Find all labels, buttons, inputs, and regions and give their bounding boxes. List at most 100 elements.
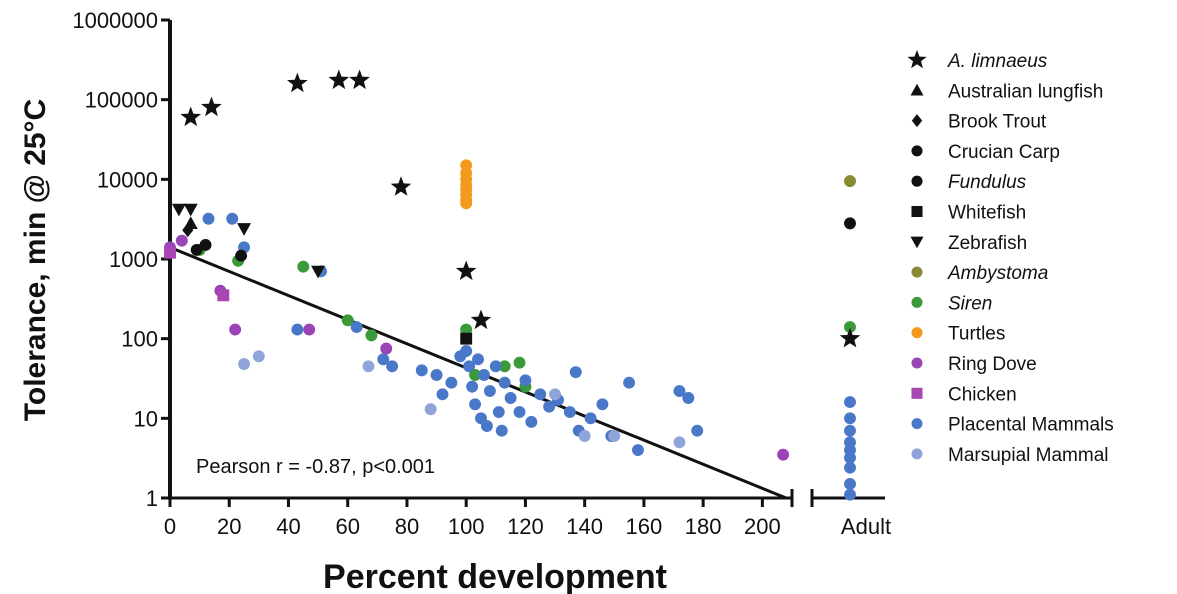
point-placental-mammals [569, 366, 582, 379]
point-placental-mammals [623, 376, 636, 389]
point-placental-mammals [483, 385, 496, 398]
point-placental-mammals [226, 212, 239, 225]
point-marsupial-mammal [578, 430, 591, 442]
point-a-limnaeus [470, 309, 492, 330]
legend: A. limnaeus Australian lungfish Brook Trou… [907, 49, 1114, 466]
point-ring-dove [303, 323, 316, 336]
legend-label-turtles: Turtles [948, 324, 1005, 345]
point-siren [498, 360, 511, 373]
legend-marker-ring-dove [911, 357, 923, 369]
x-tick-label: 120 [507, 514, 544, 539]
y-tick-label: 100 [121, 327, 158, 352]
point-placental-mammals [534, 388, 547, 401]
point-placental-mammals [469, 398, 482, 411]
adult-point-placental-mammals [844, 488, 856, 501]
point-marsupial-mammal [673, 436, 686, 449]
point-placental-mammals [472, 353, 484, 366]
adult-point-placental-mammals [844, 412, 856, 425]
point-zebrafish [183, 203, 198, 217]
point-placental-mammals [495, 424, 508, 437]
point-placental-mammals [489, 360, 502, 373]
point-marsupial-mammal [549, 388, 561, 401]
y-tick-label: 1000000 [72, 8, 158, 33]
point-placental-mammals [445, 376, 458, 389]
point-placental-mammals [673, 385, 686, 398]
x-axis-title: Percent development [323, 558, 667, 594]
legend-label-whitefish: Whitefish [948, 203, 1026, 224]
legend-label-chicken: Chicken [948, 384, 1017, 405]
point-placental-mammals [525, 416, 538, 428]
x-tick-label: 80 [395, 514, 419, 539]
point-marsupial-mammal [238, 358, 250, 371]
point-a-limnaeus [455, 260, 477, 281]
legend-label-ring-dove: Ring Dove [948, 354, 1037, 375]
point-zebrafish [237, 223, 252, 236]
point-placental-mammals [202, 212, 215, 225]
adult-point-fundulus [844, 217, 856, 230]
legend-marker-chicken [911, 387, 923, 399]
point-ring-dove [380, 342, 393, 355]
y-tick-label: 10 [134, 406, 158, 431]
legend-label-crucian-carp: Crucian Carp [948, 142, 1060, 163]
point-a-limnaeus [328, 69, 350, 90]
axes: 1 10 100 1000 10000 100000 1000000 0 20 40 60 80 100… [72, 8, 885, 539]
legend-marker-ambystoma [911, 266, 923, 278]
point-placental-mammals [377, 353, 390, 366]
adult-point-ambystoma [844, 175, 856, 188]
point-placental-mammals [596, 398, 609, 411]
point-chicken [217, 289, 230, 302]
legend-marker-siren [911, 296, 923, 308]
point-a-limnaeus [201, 96, 222, 117]
point-chicken [164, 246, 176, 259]
legend-label-placental-mammals: Placental Mammals [948, 415, 1114, 436]
legend-marker-marsupial-mammal [911, 448, 923, 460]
point-placental-mammals [466, 380, 479, 393]
legend-marker-whitefish [911, 205, 923, 218]
point-placental-mammals [480, 420, 493, 433]
point-zebrafish [171, 203, 186, 217]
adult-point-placental-mammals [844, 461, 856, 474]
point-placental-mammals [632, 444, 644, 456]
point-placental-mammals [291, 323, 304, 336]
point-placental-mammals [478, 369, 490, 381]
point-placental-mammals [386, 360, 399, 373]
point-siren [341, 314, 354, 327]
point-a-limnaeus [349, 69, 370, 90]
point-a-limnaeus [180, 106, 202, 127]
point-turtles [460, 197, 473, 210]
point-a-limnaeus [287, 72, 308, 93]
point-crucian-carp [199, 239, 212, 251]
adult-point-placental-mammals [844, 478, 856, 490]
legend-label-siren: Siren [948, 293, 992, 314]
point-siren [469, 369, 482, 381]
point-placental-mammals [415, 364, 428, 377]
point-ring-dove [229, 323, 242, 336]
legend-label-brook-trout: Brook Trout [948, 112, 1047, 133]
data-points [164, 69, 861, 501]
x-tick-label: 140 [566, 514, 603, 539]
point-whitefish [460, 332, 473, 345]
point-marsupial-mammal [608, 430, 621, 442]
legend-marker-a-limnaeus [907, 49, 927, 69]
legend-marker-brook-trout [911, 114, 923, 128]
x-tick-label: 20 [217, 514, 241, 539]
legend-label-fundulus: Fundulus [948, 172, 1027, 193]
adult-point-placental-mammals [844, 396, 856, 409]
legend-label-marsupial-mammal: Marsupial Mammal [948, 445, 1108, 466]
y-tick-label: 100000 [85, 88, 158, 113]
x-tick-label: 0 [164, 514, 176, 539]
x-tick-label: 180 [685, 514, 722, 539]
point-placental-mammals [543, 400, 556, 413]
adult-point-a-limnaeus [839, 327, 861, 348]
point-ring-dove [175, 234, 188, 247]
point-placental-mammals [691, 424, 704, 437]
point-siren [460, 323, 473, 336]
point-zebrafish [311, 265, 326, 279]
point-marsupial-mammal [424, 403, 437, 416]
point-ring-dove [777, 448, 790, 461]
point-siren [513, 356, 526, 369]
legend-marker-turtles [911, 327, 923, 339]
x-tick-label: 200 [744, 514, 781, 539]
x-tick-label: 100 [448, 514, 485, 539]
